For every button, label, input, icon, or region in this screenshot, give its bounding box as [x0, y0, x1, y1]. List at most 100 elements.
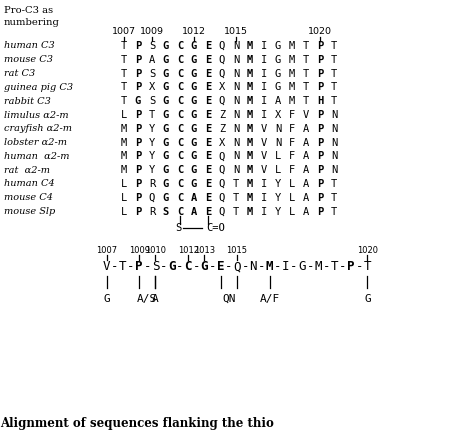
- Text: -: -: [111, 260, 118, 273]
- Text: I: I: [261, 193, 267, 203]
- Text: I: I: [261, 207, 267, 217]
- Text: M: M: [247, 55, 253, 65]
- Text: P: P: [317, 82, 323, 92]
- Text: M: M: [289, 55, 295, 65]
- Text: S: S: [175, 223, 181, 233]
- Text: R: R: [149, 207, 155, 217]
- Text: F: F: [289, 138, 295, 148]
- Text: 1015: 1015: [227, 246, 247, 255]
- Text: Q: Q: [219, 179, 225, 189]
- Text: S: S: [152, 260, 159, 273]
- Text: N: N: [331, 151, 337, 161]
- Text: N: N: [233, 124, 239, 134]
- Text: E: E: [205, 124, 211, 134]
- Text: S: S: [163, 207, 169, 217]
- Text: human C4: human C4: [4, 180, 55, 188]
- Text: T: T: [303, 82, 309, 92]
- Text: N: N: [331, 138, 337, 148]
- Text: I: I: [261, 55, 267, 65]
- Text: G: G: [163, 193, 169, 203]
- Text: V: V: [261, 124, 267, 134]
- Text: N: N: [275, 124, 281, 134]
- Text: S: S: [149, 96, 155, 106]
- Text: E: E: [205, 138, 211, 148]
- Text: E: E: [205, 207, 211, 217]
- Text: G: G: [191, 151, 197, 161]
- Text: M: M: [247, 96, 253, 106]
- Text: -: -: [160, 260, 167, 273]
- Text: N: N: [249, 260, 257, 273]
- Text: L: L: [289, 179, 295, 189]
- Text: A: A: [303, 124, 309, 134]
- Text: G: G: [191, 124, 197, 134]
- Text: G: G: [191, 165, 197, 175]
- Text: C: C: [177, 165, 183, 175]
- Text: G: G: [191, 82, 197, 92]
- Text: Y: Y: [275, 207, 281, 217]
- Text: P: P: [347, 260, 355, 273]
- Text: G: G: [163, 96, 169, 106]
- Text: T: T: [233, 193, 239, 203]
- Text: -: -: [323, 260, 330, 273]
- Text: S: S: [149, 68, 155, 78]
- Text: P: P: [317, 41, 323, 51]
- Text: E: E: [205, 151, 211, 161]
- Text: Q: Q: [219, 55, 225, 65]
- Text: P: P: [135, 41, 141, 51]
- Text: N: N: [233, 55, 239, 65]
- Text: A: A: [152, 294, 159, 304]
- Text: T: T: [331, 68, 337, 78]
- Text: N: N: [233, 96, 239, 106]
- Text: N: N: [233, 165, 239, 175]
- Text: P: P: [135, 151, 141, 161]
- Text: M: M: [247, 41, 253, 51]
- Text: S: S: [149, 41, 155, 51]
- Text: 1020: 1020: [357, 246, 378, 255]
- Text: L: L: [275, 151, 281, 161]
- Text: T: T: [149, 110, 155, 120]
- Text: T: T: [303, 41, 309, 51]
- Text: X: X: [275, 110, 281, 120]
- Text: N: N: [233, 41, 239, 51]
- Text: Q: Q: [219, 165, 225, 175]
- Text: mouse C4: mouse C4: [4, 193, 53, 202]
- Text: G: G: [163, 165, 169, 175]
- Text: Pro-C3 as: Pro-C3 as: [4, 6, 53, 15]
- Text: Z: Z: [219, 124, 225, 134]
- Text: Q: Q: [233, 260, 241, 273]
- Text: G: G: [191, 41, 197, 51]
- Text: M: M: [247, 110, 253, 120]
- Text: 1010: 1010: [145, 246, 166, 255]
- Text: G: G: [163, 124, 169, 134]
- Text: Q: Q: [219, 193, 225, 203]
- Text: M: M: [289, 68, 295, 78]
- Text: G: G: [163, 179, 169, 189]
- Text: E: E: [205, 68, 211, 78]
- Text: C: C: [177, 68, 183, 78]
- Text: X: X: [219, 138, 225, 148]
- Text: T: T: [121, 68, 127, 78]
- Text: G: G: [103, 294, 110, 304]
- Text: P: P: [317, 138, 323, 148]
- Text: V: V: [261, 138, 267, 148]
- Text: C: C: [184, 260, 192, 273]
- Text: M: M: [247, 82, 253, 92]
- Text: G: G: [191, 68, 197, 78]
- Text: Y: Y: [275, 179, 281, 189]
- Text: T: T: [331, 55, 337, 65]
- Text: E: E: [205, 82, 211, 92]
- Text: F: F: [289, 124, 295, 134]
- Text: P: P: [317, 151, 323, 161]
- Text: A: A: [303, 138, 309, 148]
- Text: P: P: [135, 110, 141, 120]
- Text: Q: Q: [219, 41, 225, 51]
- Text: P: P: [317, 68, 323, 78]
- Text: human  α2-m: human α2-m: [4, 152, 70, 161]
- Text: I: I: [261, 110, 267, 120]
- Text: P: P: [135, 207, 141, 217]
- Text: L: L: [121, 110, 127, 120]
- Text: G: G: [163, 68, 169, 78]
- Text: T: T: [331, 82, 337, 92]
- Text: T: T: [331, 260, 338, 273]
- Text: G: G: [275, 41, 281, 51]
